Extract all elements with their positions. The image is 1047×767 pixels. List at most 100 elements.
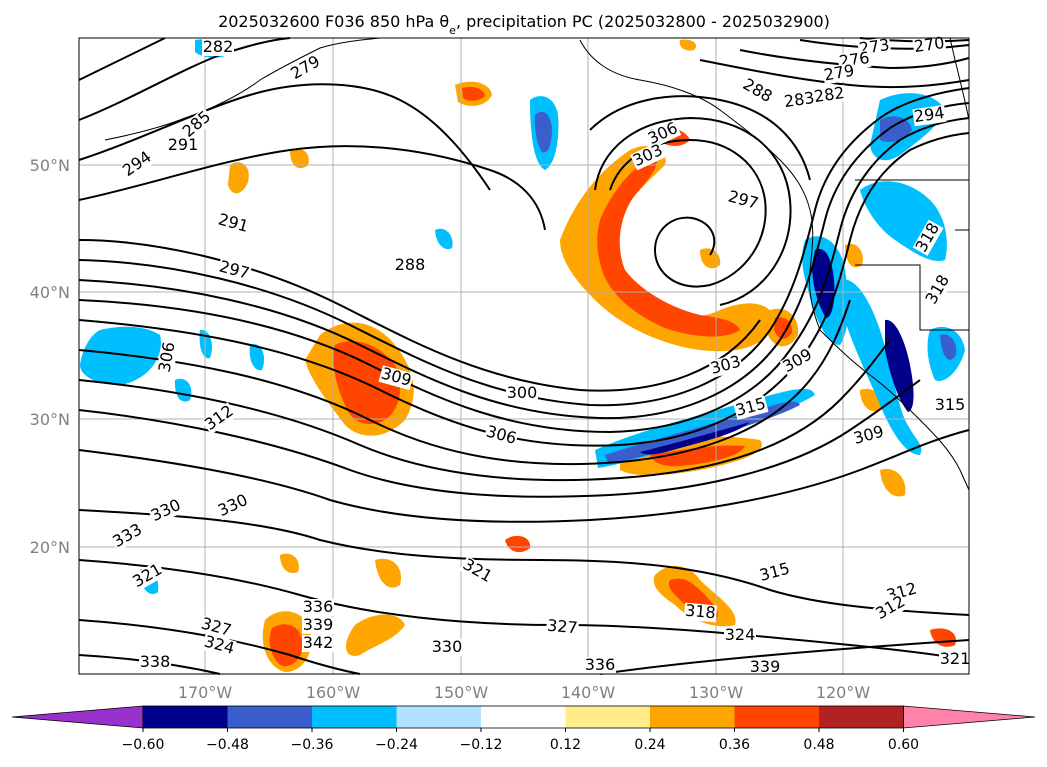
- contour-label-background: [506, 385, 538, 402]
- lat-tick-label: 30°N: [30, 410, 70, 429]
- colorbar-tick-label: 0.48: [803, 737, 834, 753]
- contour-label-background: [431, 639, 463, 656]
- contour-label-background: [215, 491, 252, 521]
- contour-label: 270: [913, 33, 946, 56]
- contour-label-background: [584, 657, 616, 674]
- lon-tick-label: 140°W: [561, 683, 616, 702]
- contour-label-background: [215, 211, 251, 237]
- contour-label-background: [216, 258, 252, 284]
- contour-label-background: [167, 137, 199, 154]
- lon-tick-label: 160°W: [306, 683, 361, 702]
- contour-label: 288: [395, 255, 426, 274]
- lat-tick-label: 20°N: [30, 538, 70, 557]
- contour-label: 336: [585, 655, 616, 674]
- contour-label-background: [724, 627, 756, 644]
- contour-label: 324: [725, 625, 756, 644]
- contour-label: 291: [168, 135, 199, 154]
- colorbar-segment: [565, 706, 651, 728]
- contour-label: 318: [684, 601, 716, 623]
- positive-anomaly-areas: [228, 39, 956, 672]
- contour-label-background: [912, 104, 947, 127]
- contour-label-background: [119, 148, 156, 181]
- contour-label-background: [302, 599, 334, 616]
- contour-label-background: [733, 395, 769, 421]
- contour-label-background: [782, 89, 817, 112]
- lat-tick-label: 50°N: [30, 156, 70, 175]
- graticule: [79, 38, 969, 674]
- colorbar: −0.60 −0.48 −0.36 −0.24 −0.12 0.12 0.24 0.36 0.4…: [11, 705, 1036, 753]
- contour-label-background: [779, 345, 816, 377]
- contour-label-background: [645, 119, 682, 149]
- coastlines: [104, 37, 970, 491]
- colorbar-segment: [143, 706, 228, 728]
- contour-label: 283: [783, 88, 816, 111]
- contour-label-background: [912, 219, 944, 256]
- lon-tick-label: 170°W: [178, 683, 233, 702]
- contour-label-background: [739, 75, 776, 107]
- contour-label-background: [378, 365, 414, 391]
- contour-label-background: [630, 141, 667, 171]
- contour-label-background: [202, 39, 234, 56]
- lon-axis: 170°W 160°W 150°W 140°W 130°W 120°W: [178, 683, 871, 702]
- colorbar-extend-min: [11, 705, 144, 729]
- contour-label: 338: [140, 652, 171, 671]
- contour-label: 294: [913, 103, 946, 126]
- colorbar-tick-label: −0.48: [206, 737, 249, 753]
- contour-label: 300: [507, 383, 538, 402]
- contour-label: 339: [750, 657, 781, 676]
- colorbar-tick-label: 0.24: [634, 737, 665, 753]
- contour-label-background: [545, 617, 580, 638]
- colorbar-tick-label: −0.12: [460, 737, 503, 753]
- contour-label-background: [302, 635, 334, 652]
- contour-label-background: [109, 520, 146, 552]
- contour-label: 327: [546, 616, 578, 638]
- contour-label-background: [939, 651, 971, 668]
- contour-label-background: [912, 34, 947, 57]
- contour-label-background: [287, 52, 324, 84]
- lon-tick-label: 120°W: [816, 683, 871, 702]
- colorbar-tick-label: −0.36: [291, 737, 334, 753]
- map-frame: [78, 37, 970, 675]
- contour-label: 339: [303, 615, 334, 634]
- contour-label: 330: [432, 637, 463, 656]
- colorbar-segment: [650, 706, 735, 728]
- colorbar-segment: [734, 706, 820, 728]
- lat-axis: 50°N 40°N 30°N 20°N: [30, 156, 70, 557]
- map-title: 2025032600 F036 850 hPa θe, precipitatio…: [218, 12, 830, 37]
- contour-label: 315: [935, 395, 966, 414]
- contour-label-background: [872, 592, 909, 624]
- colorbar-tick-label: 0.60: [888, 737, 919, 753]
- colorbar-tick-label: −0.24: [375, 737, 418, 753]
- map-background: [79, 38, 969, 674]
- colorbar-outline: [142, 705, 904, 729]
- contour-label-background: [156, 339, 179, 375]
- contour-label: 336: [303, 597, 334, 616]
- colorbar-segment: [396, 706, 482, 728]
- colorbar-segment: [227, 706, 313, 728]
- contour-label: 321: [940, 649, 971, 668]
- contour-label-background: [683, 602, 718, 623]
- contour-label-background: [812, 84, 847, 107]
- lon-tick-label: 130°W: [689, 683, 744, 702]
- contour-label-background: [302, 617, 334, 634]
- contour-label: 282: [203, 37, 234, 56]
- contour-label-background: [922, 271, 954, 308]
- contour-label-background: [851, 423, 887, 449]
- colorbar-extend-max: [903, 705, 1036, 729]
- contour-label-background: [725, 188, 761, 214]
- colorbar-segment: [819, 706, 904, 728]
- contour-label-background: [148, 496, 185, 526]
- precip-shading: [80, 39, 965, 672]
- contour-label-background: [483, 423, 519, 449]
- contour-label-background: [459, 555, 496, 587]
- colorbar-tick-label: 0.36: [719, 737, 750, 753]
- lat-tick-label: 40°N: [30, 283, 70, 302]
- contour-label-background: [757, 560, 793, 586]
- colorbar-tick-label: 0.12: [550, 737, 581, 753]
- contour-label-background: [934, 397, 966, 414]
- lon-tick-label: 150°W: [434, 683, 489, 702]
- contour-label-background: [749, 659, 781, 676]
- colorbar-tick-label: −0.60: [122, 737, 165, 753]
